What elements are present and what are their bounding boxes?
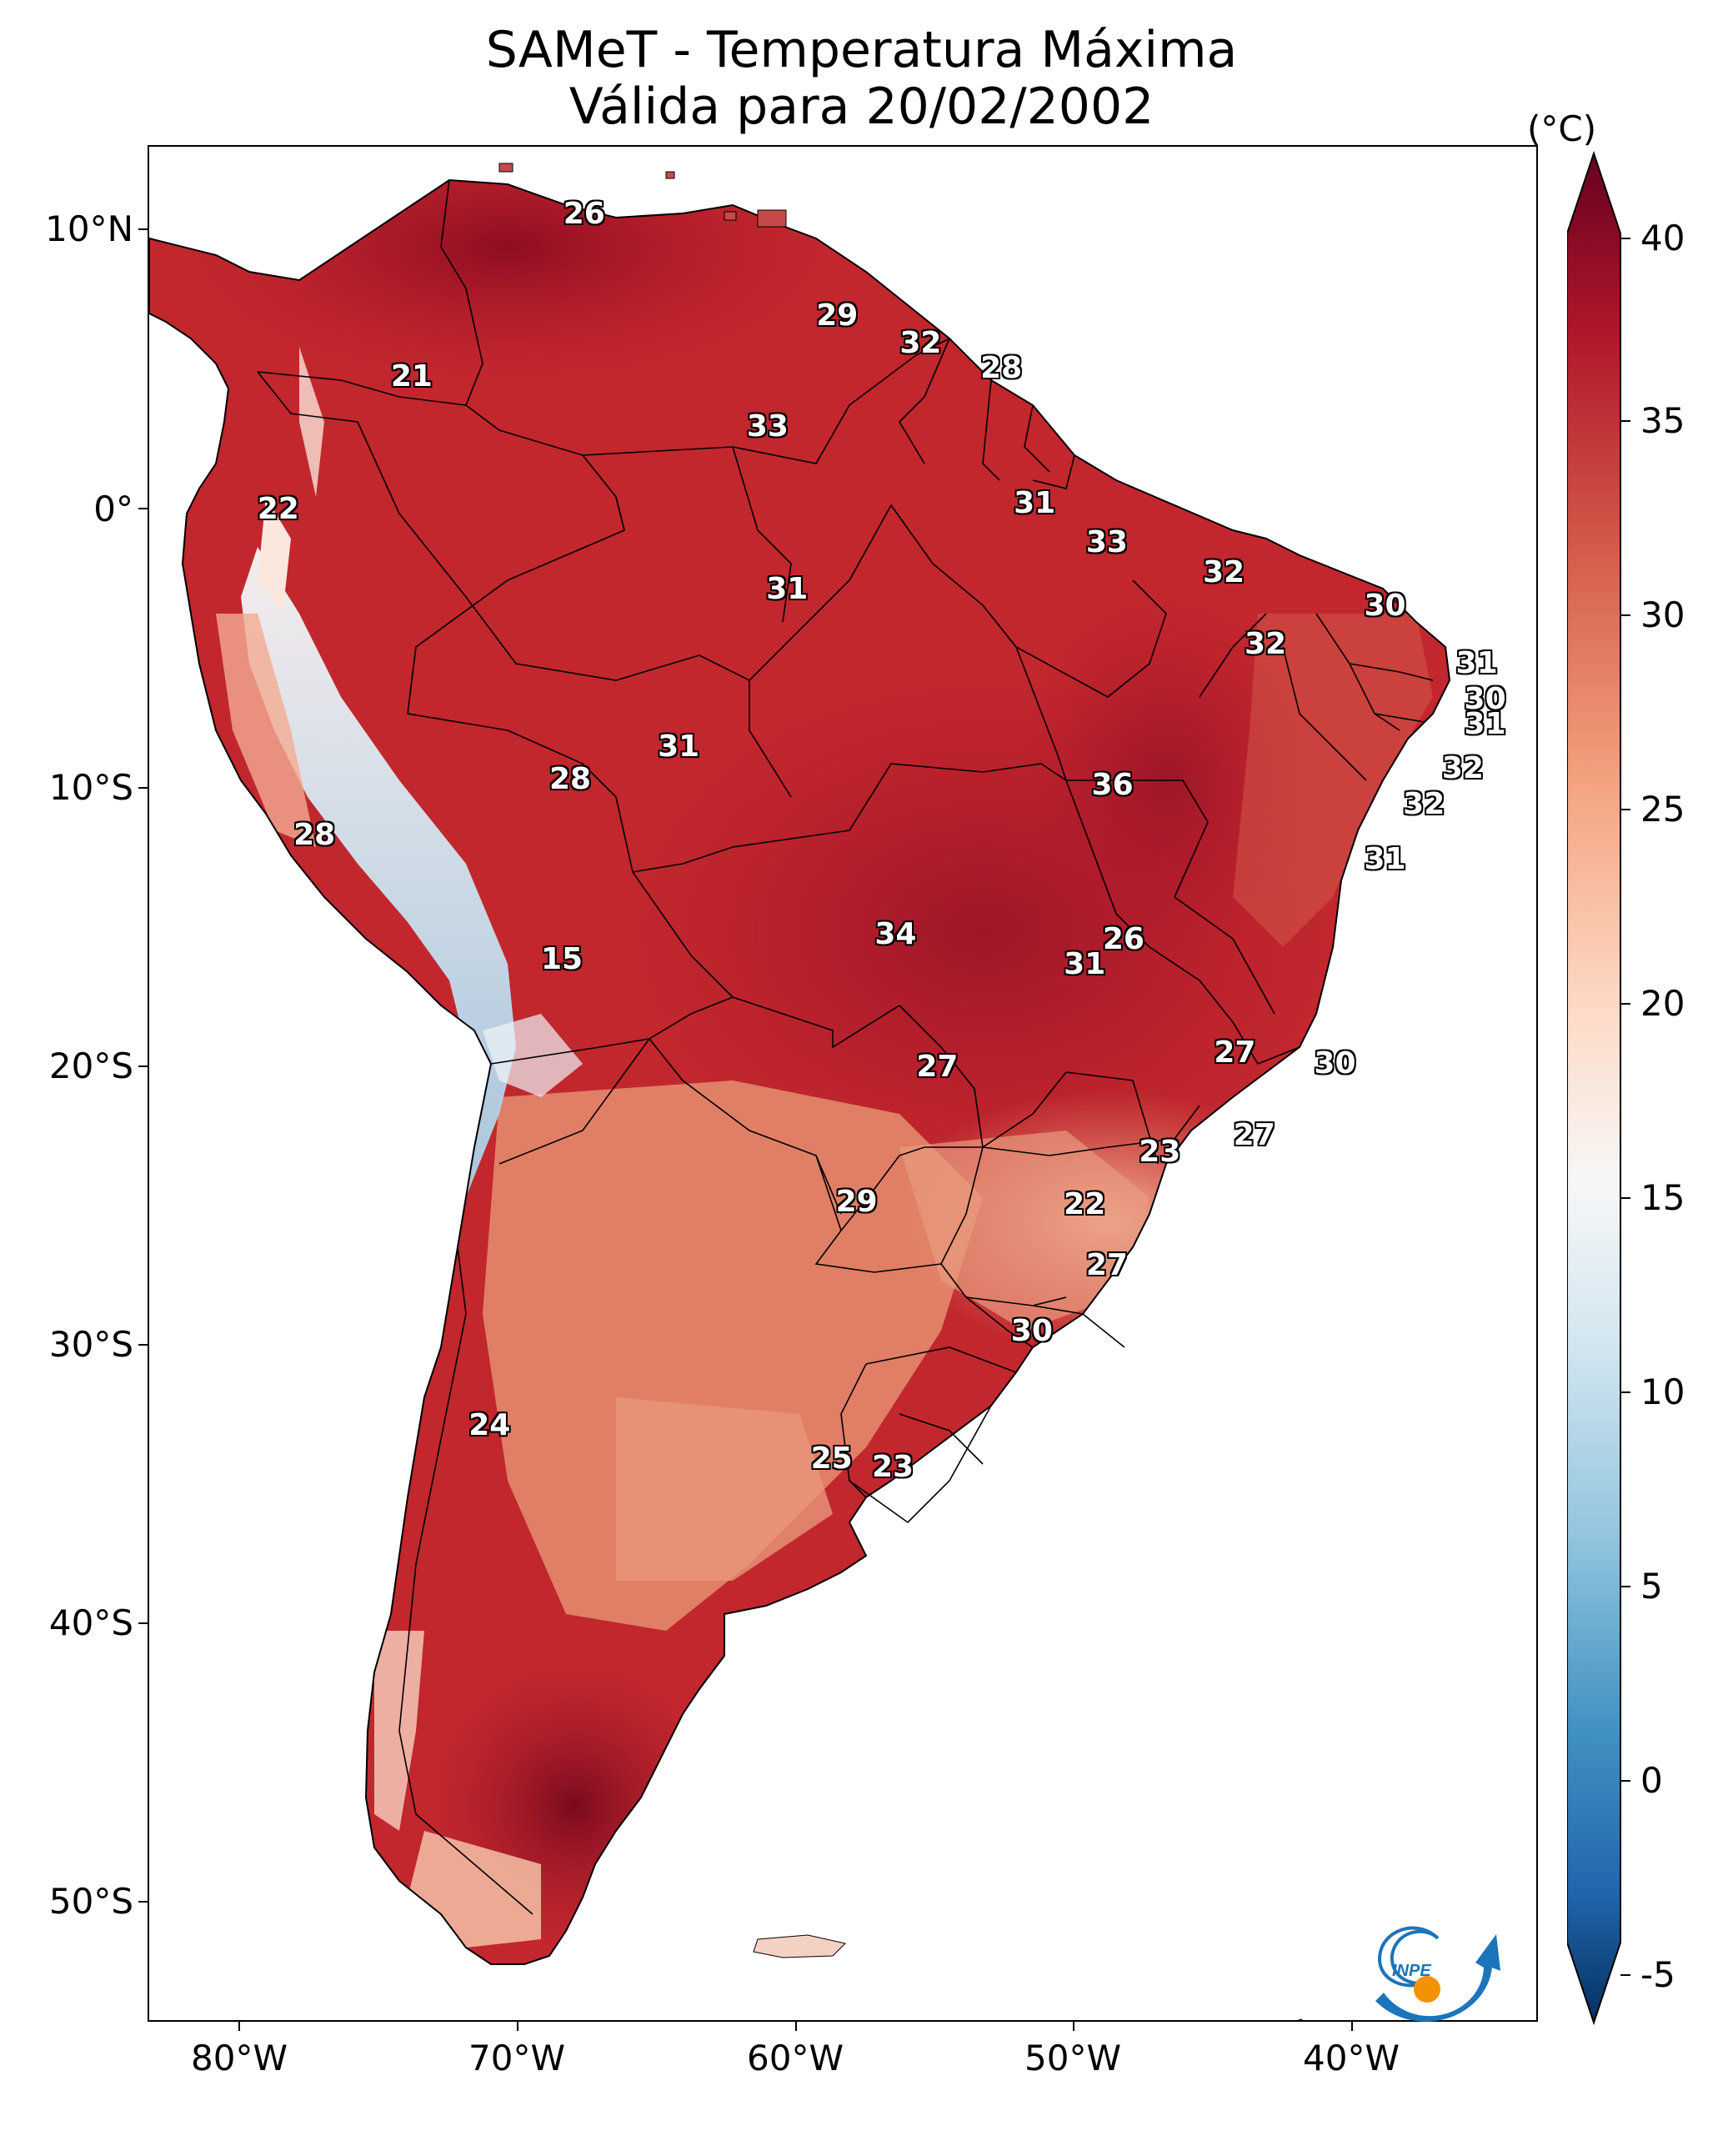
station-temperature-label: 27 <box>1214 1035 1256 1070</box>
map-title-line-1: SAMeT - Temperatura Máxima <box>485 21 1238 79</box>
station-temperature-label: 27 <box>1233 1118 1275 1153</box>
lat-label-50s: 50°S <box>48 1881 133 1922</box>
colorbar-tick <box>1620 1586 1630 1587</box>
station-temperature-label: 23 <box>1139 1135 1181 1170</box>
station-temperature-label: 33 <box>746 409 789 444</box>
map-panel <box>148 145 1538 2022</box>
lat-tick <box>138 508 148 509</box>
small-islands <box>498 163 1303 2020</box>
colorbar-unit: (°C) <box>1527 108 1597 149</box>
lat-tick <box>138 787 148 789</box>
colorbar-tick-label-20: 20 <box>1640 983 1685 1024</box>
colorbar <box>1567 150 1621 2026</box>
station-temperature-label: 25 <box>810 1441 853 1476</box>
colorbar-tick-label-10: 10 <box>1640 1371 1685 1412</box>
lat-label-0: 0° <box>93 489 133 529</box>
lat-label-30s: 30°S <box>48 1324 133 1365</box>
lon-tick <box>795 2022 797 2031</box>
lon-label-50w: 50°W <box>1024 2038 1121 2078</box>
colorbar-tick <box>1620 1974 1630 1976</box>
colorbar-body <box>1567 150 1621 2026</box>
station-temperature-label: 31 <box>658 729 700 764</box>
station-temperature-label: 31 <box>1014 486 1056 521</box>
lon-label-60w: 60°W <box>747 2038 844 2078</box>
colorbar-tick-label-5: 5 <box>1640 1566 1663 1607</box>
station-temperature-label: 23 <box>871 1449 914 1484</box>
colorbar-tick <box>1620 1391 1630 1393</box>
colorbar-tick-label-30: 30 <box>1640 594 1685 635</box>
station-temperature-label: 33 <box>1085 524 1128 559</box>
station-temperature-label: 30 <box>1364 588 1406 623</box>
station-temperature-label: 31 <box>766 571 809 606</box>
station-temperature-label: 31 <box>1064 947 1106 982</box>
colorbar-tick-label-40: 40 <box>1640 218 1685 258</box>
lat-tick <box>138 1901 148 1903</box>
station-temperature-label: 31 <box>1455 646 1498 681</box>
colorbar-tick <box>1620 1197 1630 1199</box>
station-temperature-label: 29 <box>816 298 859 333</box>
lon-label-40w: 40°W <box>1303 2038 1400 2078</box>
colorbar-tick <box>1620 1003 1630 1005</box>
station-temperature-label: 28 <box>980 351 1023 386</box>
colorbar-tick <box>1620 420 1630 422</box>
inpe-logo-icon: INPE <box>1375 1926 1500 2022</box>
temperature-field <box>149 180 1450 1964</box>
colorbar-tick-label-35: 35 <box>1640 400 1685 441</box>
colorbar-tick-label-15: 15 <box>1640 1177 1685 1218</box>
station-temperature-label: 36 <box>1091 767 1134 802</box>
temperature-map <box>149 163 1450 2020</box>
station-temperature-label: 31 <box>1364 842 1406 877</box>
lat-label-10n: 10°N <box>45 208 133 249</box>
station-temperature-label: 24 <box>468 1407 511 1442</box>
station-temperature-label: 22 <box>257 491 299 526</box>
lat-tick <box>138 1344 148 1346</box>
lat-label-40s: 40°S <box>48 1602 133 1643</box>
station-temperature-label: 26 <box>1102 922 1144 957</box>
map-title-line-2: Válida para 20/02/2002 <box>568 78 1155 136</box>
station-temperature-label: 26 <box>563 196 605 231</box>
station-temperature-label: 32 <box>1245 627 1287 662</box>
station-temperature-label: 21 <box>390 359 433 394</box>
lon-tick <box>238 2022 240 2031</box>
colorbar-tick <box>1620 809 1630 810</box>
lat-tick <box>138 1622 148 1624</box>
station-temperature-label: 32 <box>1441 751 1484 786</box>
lon-label-70w: 70°W <box>468 2038 565 2078</box>
svg-text:INPE: INPE <box>1392 1962 1431 1980</box>
station-temperature-label: 22 <box>1064 1187 1106 1222</box>
station-temperature-label: 32 <box>1403 787 1445 822</box>
lon-tick <box>517 2022 518 2031</box>
colorbar-tick-label-25: 25 <box>1640 789 1685 830</box>
colorbar-tick <box>1620 614 1630 616</box>
station-temperature-label: 30 <box>1314 1046 1356 1081</box>
station-temperature-label: 31 <box>1464 707 1506 742</box>
station-temperature-label: 30 <box>1464 682 1506 717</box>
lat-label-20s: 20°S <box>48 1045 133 1086</box>
colorbar-tick-label-0: 0 <box>1640 1760 1663 1801</box>
lat-tick <box>138 1065 148 1067</box>
station-temperature-label: 32 <box>899 326 942 361</box>
lat-tick <box>138 228 148 230</box>
colorbar-tick-label-minus5: -5 <box>1640 1954 1675 1995</box>
station-temperature-label: 15 <box>541 941 584 976</box>
station-temperature-label: 29 <box>835 1184 878 1219</box>
lon-tick <box>1073 2022 1074 2031</box>
country-borders <box>257 179 1434 1915</box>
station-temperature-label: 28 <box>549 762 592 797</box>
station-temperature-label: 30 <box>1010 1314 1053 1349</box>
station-temperature-label: 27 <box>1085 1247 1128 1282</box>
station-temperature-label: 28 <box>293 817 336 852</box>
station-temperature-label: 27 <box>916 1049 959 1084</box>
lat-label-10s: 10°S <box>48 767 133 808</box>
station-temperature-label: 32 <box>1202 555 1245 590</box>
lon-tick <box>1351 2022 1353 2031</box>
colorbar-tick <box>1620 1780 1630 1782</box>
colorbar-tick <box>1620 238 1630 239</box>
lon-label-80w: 80°W <box>191 2038 288 2078</box>
station-temperature-label: 34 <box>874 916 917 951</box>
